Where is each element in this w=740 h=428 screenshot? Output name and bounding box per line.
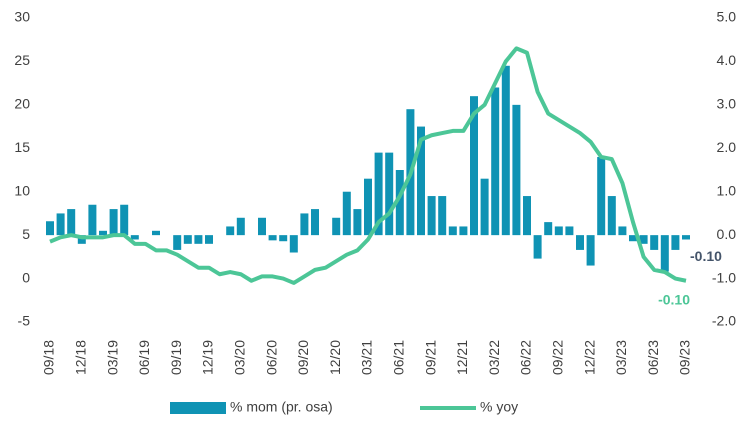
bar	[491, 87, 500, 236]
bar	[607, 196, 616, 236]
x-tick-label: 12/22	[581, 340, 597, 375]
bar	[512, 104, 521, 236]
bar	[385, 152, 394, 236]
bar	[427, 196, 436, 236]
bar	[438, 196, 447, 236]
bar	[459, 226, 468, 236]
bar	[586, 235, 595, 266]
bar	[533, 235, 542, 259]
bar	[353, 209, 362, 236]
y2-tick-label: 5.0	[717, 9, 737, 25]
bar	[544, 222, 553, 236]
bar	[109, 209, 118, 236]
bar	[660, 235, 669, 272]
y2-tick-label: -2.0	[712, 313, 736, 329]
bar	[448, 226, 457, 236]
bar	[183, 235, 192, 244]
bar	[226, 226, 235, 236]
y-tick-label: 10	[14, 182, 30, 198]
x-tick-label: 09/19	[168, 340, 184, 375]
bar	[205, 235, 213, 244]
y2-tick-label: 4.0	[717, 52, 737, 68]
x-tick-label: 09/18	[41, 340, 57, 375]
bar	[480, 178, 489, 236]
bar	[671, 235, 680, 250]
bar	[629, 235, 637, 242]
bar	[194, 235, 203, 244]
x-tick-label: 06/22	[518, 340, 534, 375]
bar	[173, 235, 182, 250]
legend-label: % yoy	[480, 399, 518, 415]
x-tick-label: 06/20	[263, 340, 279, 375]
bar	[650, 235, 659, 250]
bar	[67, 209, 76, 236]
y-tick-label: 25	[14, 52, 30, 68]
bar	[395, 170, 404, 236]
x-tick-label: 03/22	[486, 340, 502, 375]
x-tick-label: 03/23	[613, 340, 629, 375]
bar	[364, 178, 372, 236]
bar	[120, 204, 129, 236]
y-tick-label: -5	[18, 313, 31, 329]
x-tick-label: 09/23	[677, 340, 693, 375]
x-tick-label: 06/19	[136, 340, 152, 375]
y2-tick-label: 3.0	[717, 96, 737, 112]
legend-label: % mom (pr. osa)	[230, 399, 333, 415]
y-tick-label: 0	[22, 269, 30, 285]
bar	[682, 235, 690, 240]
bar	[258, 217, 266, 236]
y2-tick-label: 0.0	[717, 226, 737, 242]
line	[49, 46, 687, 285]
bar	[374, 152, 383, 236]
bar	[289, 235, 298, 253]
y-tick-label: 15	[14, 139, 30, 155]
bar	[77, 235, 86, 244]
y2-tick-label: 1.0	[717, 182, 737, 198]
bar	[46, 221, 54, 236]
x-tick-label: 12/21	[454, 340, 470, 375]
y2-tick-label: -1.0	[712, 269, 736, 285]
x-tick-label: 09/22	[550, 340, 566, 375]
y2-tick-label: 2.0	[717, 139, 737, 155]
x-tick-label: 12/20	[327, 340, 343, 375]
bar	[99, 230, 107, 236]
y-tick-label: 30	[14, 9, 30, 25]
bar	[470, 96, 478, 236]
bar	[618, 226, 627, 236]
y-tick-label: 20	[14, 96, 30, 112]
y-tick-label: 5	[22, 226, 30, 242]
x-tick-label: 03/19	[104, 340, 120, 375]
x-tick-label: 03/20	[232, 340, 248, 375]
legend-swatch	[170, 402, 226, 414]
bar	[332, 217, 341, 236]
bar	[523, 196, 531, 236]
bar	[236, 217, 245, 236]
bar	[576, 235, 584, 250]
bar	[279, 235, 288, 242]
x-tick-label: 12/18	[73, 340, 89, 375]
bar	[300, 213, 309, 236]
bar	[268, 235, 277, 241]
bar	[554, 226, 563, 236]
bar	[342, 191, 351, 236]
annotation: -0.10	[690, 248, 722, 264]
annotation: -0.10	[658, 291, 690, 307]
bar	[565, 226, 574, 236]
bar	[417, 126, 425, 236]
bar	[56, 213, 65, 236]
bar	[639, 235, 648, 244]
x-tick-label: 06/23	[645, 340, 661, 375]
bar	[130, 235, 139, 240]
x-tick-label: 09/20	[295, 340, 311, 375]
x-tick-label: 03/21	[359, 340, 375, 375]
bar	[597, 156, 606, 236]
x-tick-label: 06/21	[391, 340, 407, 375]
bar	[311, 209, 319, 236]
x-tick-label: 12/19	[200, 340, 216, 375]
bar	[152, 230, 160, 236]
bar	[501, 65, 510, 236]
x-tick-label: 09/21	[422, 340, 438, 375]
bar	[88, 204, 97, 236]
